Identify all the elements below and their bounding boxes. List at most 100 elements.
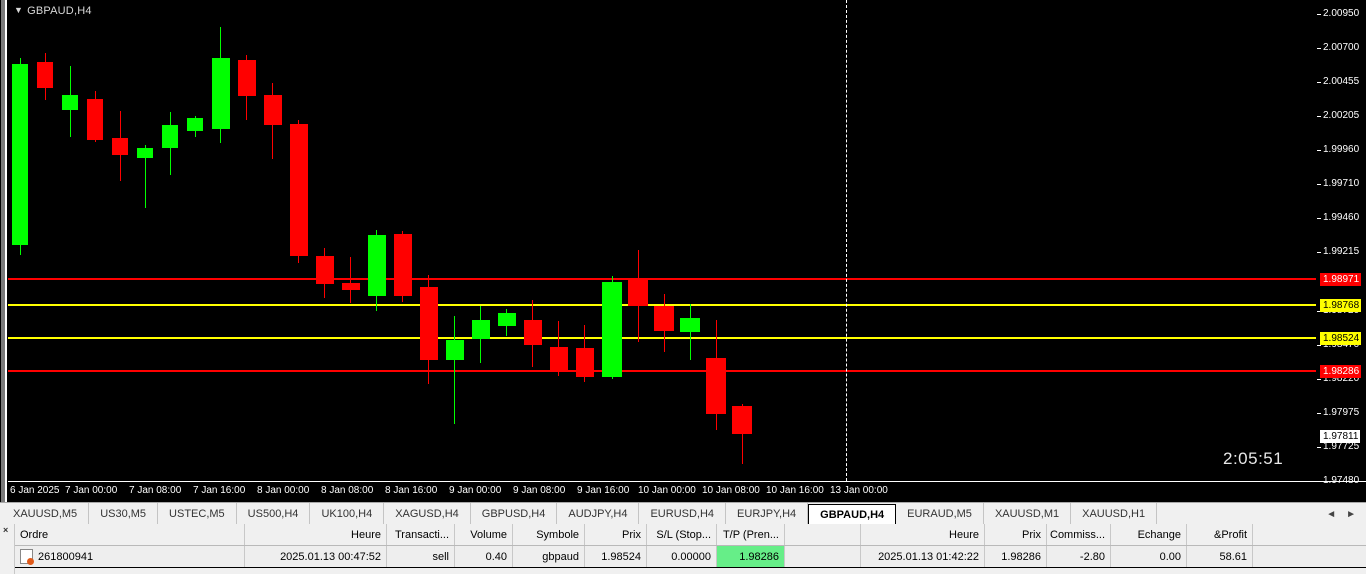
candle-body [680,318,700,332]
chart-tab-strip: XAUUSD,M5 US30,M5 USTEC,M5 US500,H4 UK100,H4… [0,503,1320,525]
column-header-prix2[interactable]: Prix [985,524,1047,545]
chart-left-scrollbar[interactable] [0,0,8,502]
price-tick-label: 1.99460 [1323,212,1360,223]
candle-body [628,278,648,306]
price-tick-mark [1317,82,1321,83]
candle-body [524,320,542,345]
candle-body [732,406,752,434]
candle-body [498,313,516,326]
column-header-commission[interactable]: Commiss... [1047,524,1111,545]
cell-heure2: 2025.01.13 01:42:22 [861,546,985,567]
time-tick-label: 8 Jan 00:00 [257,485,310,496]
candle-body [472,320,490,339]
chart-tab-us30-m5[interactable]: US30,M5 [89,503,159,525]
chart-tab-xauusd-h1[interactable]: XAUUSD,H1 [1071,503,1158,525]
candle-body [342,283,360,290]
column-header-gap[interactable] [785,524,861,545]
chart-tab-gbpusd-h4[interactable]: GBPUSD,H4 [471,503,558,525]
column-header-commentaire[interactable]: Commentaire [1253,524,1366,545]
chart-tab-euraud-m5[interactable]: EURAUD,M5 [896,503,984,525]
candle-wick [742,404,743,464]
chart-tab-bar[interactable]: XAUUSD,M5 US30,M5 USTEC,M5 US500,H4 UK100,H4… [0,502,1366,526]
time-tick-label: 9 Jan 08:00 [513,485,566,496]
chart-tab-eurjpy-h4[interactable]: EURJPY,H4 [726,503,809,525]
terminal-side-rail: × Terminal [0,504,15,574]
chart-symbol-label: ▼ GBPAUD,H4 [14,5,92,17]
chart-tab-xauusd-m5[interactable]: XAUUSD,M5 [2,503,90,525]
take-profit-line[interactable] [8,370,1316,372]
take-profit-upper-line[interactable] [8,304,1316,306]
price-tick-mark [1317,116,1321,117]
candle-wick [350,257,351,303]
chart-tab-eurusd-h4[interactable]: EURUSD,H4 [639,503,727,525]
chart-tab-ustec-m5[interactable]: USTEC,M5 [158,503,237,525]
column-header-heure[interactable]: Heure [245,524,387,545]
chevron-down-icon[interactable]: ▼ [14,5,24,15]
column-header-heure2[interactable]: Heure [861,524,985,545]
column-header-volume[interactable]: Volume [455,524,513,545]
cell-tp: 1.98286 [717,546,785,567]
chart-tab-audjpy-h4[interactable]: AUDJPY,H4 [557,503,640,525]
cell-gap [785,546,861,567]
price-tick-label: 1.99710 [1323,178,1360,189]
price-tick-mark [1317,48,1321,49]
column-header-echange[interactable]: Echange [1111,524,1187,545]
time-tick-label: 10 Jan 08:00 [702,485,760,496]
column-header-tp[interactable]: T/P (Pren... [717,524,785,545]
column-header-ordre[interactable]: Ordre [15,524,245,545]
candle-body [602,282,622,377]
cell-prix: 1.98524 [585,546,647,567]
chart-tab-uk100-h4[interactable]: UK100,H4 [310,503,385,525]
chart-tab-gbpaud-h4[interactable]: GBPAUD,H4 [808,504,897,525]
candle-body [112,138,128,155]
time-tick-label: 10 Jan 16:00 [766,485,824,496]
price-scale[interactable] [1316,0,1366,481]
candle-body [654,306,674,331]
tab-scroll-right-icon[interactable]: ► [1346,508,1356,520]
table-header-row: Ordre Heure Transacti... Volume Symbole Prix S… [15,524,1366,546]
time-tick-label: 8 Jan 16:00 [385,485,438,496]
chart-plot-area[interactable]: 2:05:51 [8,0,1316,481]
candle-body [37,62,53,88]
candle-body [264,95,282,125]
chart-tab-scroll-controls[interactable]: ◄ ► [1320,503,1366,525]
entry-line[interactable] [8,337,1316,339]
price-tick-mark [1317,345,1321,346]
tab-scroll-left-icon[interactable]: ◄ [1326,508,1337,520]
cell-sl: 0.00000 [647,546,717,567]
chart-tab-xauusd-m1[interactable]: XAUUSD,M1 [984,503,1072,525]
cell-heure: 2025.01.13 00:47:52 [245,546,387,567]
stop-loss-line[interactable] [8,278,1316,280]
price-tick-mark [1317,14,1321,15]
candle-body [137,148,153,158]
candle-body [576,348,594,377]
time-tick-label: 9 Jan 00:00 [449,485,502,496]
time-tick-label: 13 Jan 00:00 [830,485,888,496]
column-header-prix[interactable]: Prix [585,524,647,545]
candle-wick [454,316,455,424]
chart-panel[interactable]: 2:05:51 ▼ GBPAUD,H4 6 Jan 2025 7 Jan 00:00… [0,0,1366,503]
vertical-separator-line [846,0,847,481]
column-header-transaction[interactable]: Transacti... [387,524,455,545]
column-header-profit[interactable]: &Profit [1187,524,1253,545]
time-scale[interactable]: 6 Jan 2025 7 Jan 00:00 7 Jan 08:00 7 Jan 16… [8,481,1316,503]
column-header-sl[interactable]: S/L (Stop... [647,524,717,545]
chart-tab-xagusd-h4[interactable]: XAGUSD,H4 [384,503,471,525]
time-tick-label: 7 Jan 08:00 [129,485,182,496]
candle-body [316,256,334,284]
table-row[interactable]: 261800941 2025.01.13 00:47:52 sell 0.40 gbpa… [15,546,1366,568]
candle-body [550,347,568,372]
column-header-symbole[interactable]: Symbole [513,524,585,545]
price-level-badge: 1.98768 [1320,299,1362,312]
cell-echange: 0.00 [1111,546,1187,567]
cell-commentaire: [tp] [1253,546,1366,567]
cell-volume: 0.40 [455,546,513,567]
close-icon[interactable]: × [3,525,9,535]
chart-tab-us500-h4[interactable]: US500,H4 [237,503,311,525]
price-tick-label: 1.99960 [1323,144,1360,155]
candle-body [187,118,203,131]
price-level-badge: 1.98971 [1320,273,1362,286]
terminal-panel: × Terminal OrdreHeureTransacti...VolumeS… [0,504,1366,574]
chart-symbol-text: GBPAUD,H4 [27,5,92,17]
